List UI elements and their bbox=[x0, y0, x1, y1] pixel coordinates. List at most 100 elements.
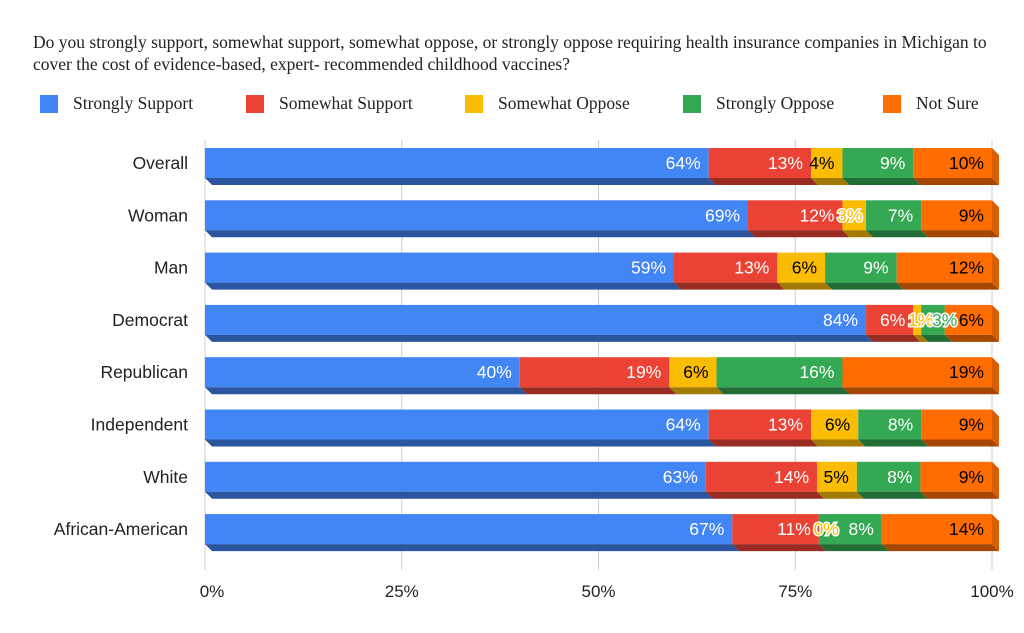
data-label: 4% bbox=[809, 153, 834, 173]
bar-end-face bbox=[992, 304, 999, 342]
data-label: 11% bbox=[777, 519, 811, 539]
bar-segment bbox=[708, 148, 811, 178]
legend-item: Strongly Support bbox=[40, 93, 193, 114]
bar-segment-depth bbox=[705, 491, 825, 499]
data-label: 12% bbox=[799, 205, 834, 225]
category-label: Independent bbox=[91, 415, 188, 435]
bar-segment-depth bbox=[674, 282, 785, 290]
bar-end-face bbox=[992, 252, 999, 290]
bar-segment-depth bbox=[777, 282, 833, 290]
data-label: 0% bbox=[814, 519, 839, 539]
legend-label: Strongly Support bbox=[73, 93, 194, 113]
legend-label: Not Sure bbox=[916, 93, 979, 113]
bar-segment bbox=[921, 304, 945, 335]
bar-segment-depth bbox=[708, 439, 818, 447]
legend-item: Somewhat Support bbox=[246, 93, 413, 114]
bar-segment-depth bbox=[519, 387, 677, 395]
data-label: 67% bbox=[689, 519, 724, 539]
category-label: Man bbox=[154, 258, 188, 278]
bar-segment bbox=[674, 252, 778, 283]
bar-segment-depth bbox=[669, 387, 724, 395]
bar-segment bbox=[777, 252, 826, 283]
data-label: 7% bbox=[888, 205, 913, 225]
x-tick-label: 100% bbox=[970, 582, 1013, 601]
bar-segment bbox=[519, 357, 670, 388]
bar-segment-depth bbox=[921, 230, 999, 238]
bar-segment-depth bbox=[205, 230, 756, 238]
category-label: White bbox=[143, 467, 188, 487]
data-label: 13% bbox=[768, 415, 803, 435]
data-label: 14% bbox=[774, 467, 809, 487]
data-label: 64% bbox=[666, 153, 701, 173]
legend-item: Not Sure bbox=[883, 93, 979, 114]
bar-segment-depth bbox=[842, 387, 999, 395]
bar-segment-depth bbox=[205, 334, 874, 342]
bar-segment-depth bbox=[921, 439, 999, 447]
bar-segment bbox=[896, 252, 992, 283]
x-tick-label: 0% bbox=[200, 582, 225, 601]
bar-segment-depth bbox=[205, 491, 713, 499]
bar-segment bbox=[205, 461, 706, 492]
bar-segment bbox=[205, 200, 749, 231]
x-tick-label: 25% bbox=[385, 582, 419, 601]
data-label: 8% bbox=[887, 467, 912, 487]
bar-segment-depth bbox=[881, 544, 999, 552]
bar-segment-depth bbox=[825, 282, 904, 290]
legend-swatch bbox=[465, 94, 483, 113]
bar-segment bbox=[748, 200, 843, 231]
legend-swatch bbox=[246, 94, 264, 113]
data-label: 9% bbox=[863, 258, 888, 278]
data-label: 84% bbox=[823, 310, 858, 330]
bar-segment bbox=[810, 409, 859, 440]
data-label: 69% bbox=[705, 205, 740, 225]
chart-title: Do you strongly support, somewhat suppor… bbox=[33, 32, 987, 74]
data-label: 9% bbox=[880, 153, 905, 173]
bar-segment bbox=[705, 461, 818, 492]
bar-segment bbox=[913, 148, 992, 178]
bar-segment bbox=[842, 148, 914, 178]
data-label: 10% bbox=[949, 153, 984, 173]
category-label: Democrat bbox=[112, 310, 188, 330]
bar-segment bbox=[817, 461, 857, 492]
bar-segment bbox=[913, 304, 922, 335]
bar-segment bbox=[920, 461, 992, 492]
legend-label: Somewhat Support bbox=[279, 93, 413, 113]
legend-swatch bbox=[40, 94, 58, 113]
category-label: Overall bbox=[133, 153, 188, 173]
data-label: 13% bbox=[734, 258, 769, 278]
data-label: 12% bbox=[949, 258, 984, 278]
data-label: 6% bbox=[792, 258, 817, 278]
data-label: 3% bbox=[837, 205, 862, 225]
bar-segment bbox=[205, 252, 675, 283]
data-label: 3% bbox=[932, 310, 957, 330]
bar-end-face bbox=[992, 357, 999, 395]
bar-segment-depth bbox=[817, 491, 864, 499]
bar-segment bbox=[921, 200, 992, 231]
bar-segment bbox=[205, 357, 520, 388]
data-label: 1% bbox=[908, 310, 933, 330]
bar-segment bbox=[856, 461, 921, 492]
bar-segment-depth bbox=[856, 491, 928, 499]
bar-end-face bbox=[992, 148, 999, 185]
bar-end-face bbox=[992, 514, 999, 552]
bar-segment-depth bbox=[944, 334, 999, 342]
bar-segment-depth bbox=[205, 439, 716, 447]
bar-segment bbox=[842, 357, 992, 388]
data-label: 8% bbox=[888, 415, 913, 435]
bar-segment bbox=[669, 357, 717, 388]
bar-segment-depth bbox=[810, 178, 850, 185]
bar-segment bbox=[732, 514, 819, 545]
bar-segment-depth bbox=[716, 387, 850, 395]
bar-segment-depth bbox=[205, 544, 740, 552]
data-label: 9% bbox=[959, 467, 984, 487]
category-label: Woman bbox=[128, 205, 188, 225]
bar-segment-depth bbox=[205, 282, 682, 290]
bar-segment-depth bbox=[913, 178, 999, 185]
bar-segment-depth bbox=[842, 230, 874, 238]
bar-segment bbox=[921, 409, 992, 440]
legend-item: Somewhat Oppose bbox=[465, 93, 630, 114]
bar-segment-depth bbox=[920, 491, 999, 499]
data-label: 64% bbox=[666, 415, 701, 435]
data-label: 9% bbox=[959, 415, 984, 435]
